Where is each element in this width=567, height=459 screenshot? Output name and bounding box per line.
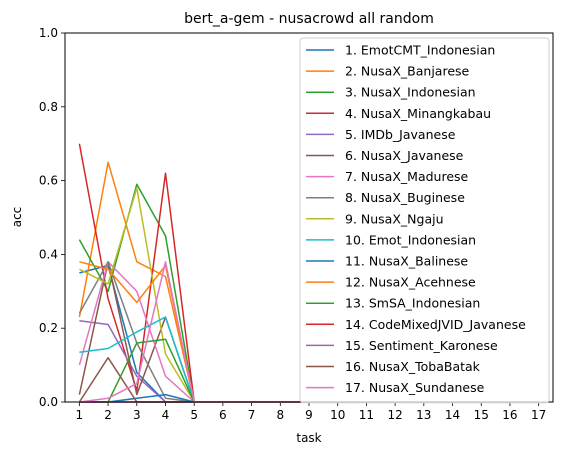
y-tick-label: 0.0 [39, 395, 58, 409]
y-tick-label: 0.6 [39, 174, 58, 188]
legend-entry-label: 14. CodeMixedJVID_Javanese [345, 317, 526, 332]
legend: 1. EmotCMT_Indonesian 2. NusaX_Banjarese 3… [299, 37, 550, 404]
y-tick-label: 0.2 [39, 321, 58, 335]
legend-entry-label: 4. NusaX_Minangkabau [345, 106, 491, 121]
x-tick-label: 7 [248, 408, 256, 422]
legend-entry-label: 2. NusaX_Banjarese [345, 64, 470, 79]
y-tick-label: 0.4 [39, 247, 58, 261]
legend-entry-label: 6. NusaX_Javanese [345, 148, 464, 163]
x-axis-label: task [296, 431, 321, 445]
legend-entry-label: 15. Sentiment_Karonese [345, 338, 498, 353]
y-tick-label: 0.8 [39, 100, 58, 114]
legend-entry-label: 13. SmSA_Indonesian [345, 296, 480, 311]
legend-entry-label: 10. Emot_Indonesian [345, 232, 476, 247]
legend-entry-label: 11. NusaX_Balinese [345, 254, 468, 269]
y-tick-label: 1.0 [39, 26, 58, 40]
x-tick-label: 5 [190, 408, 198, 422]
x-tick-label: 1 [76, 408, 84, 422]
x-tick-label: 11 [359, 408, 374, 422]
legend-entry-label: 17. NusaX_Sundanese [345, 380, 485, 395]
x-tick-label: 14 [445, 408, 460, 422]
x-tick-label: 9 [305, 408, 313, 422]
x-tick-label: 10 [330, 408, 345, 422]
legend-entry-label: 9. NusaX_Ngaju [345, 211, 444, 226]
x-tick-label: 3 [133, 408, 141, 422]
y-axis-label: acc [10, 207, 24, 228]
legend-entry-label: 8. NusaX_Buginese [345, 190, 465, 205]
legend-entry-label: 12. NusaX_Acehnese [345, 275, 476, 290]
x-tick-label: 16 [502, 408, 517, 422]
legend-entry-label: 16. NusaX_TobaBatak [345, 359, 481, 374]
legend-entry-label: 5. IMDb_Javanese [345, 127, 456, 142]
x-tick-label: 2 [104, 408, 112, 422]
chart-title: bert_a-gem - nusacrowd all random [184, 11, 434, 27]
legend-entry-label: 1. EmotCMT_Indonesian [345, 43, 495, 58]
x-tick-label: 8 [276, 408, 284, 422]
x-tick-label: 6 [219, 408, 227, 422]
x-tick-label: 13 [416, 408, 431, 422]
legend-entry-label: 3. NusaX_Indonesian [345, 85, 476, 100]
x-tick-label: 15 [474, 408, 489, 422]
legend-entry-label: 7. NusaX_Madurese [345, 169, 469, 184]
x-tick-label: 4 [162, 408, 170, 422]
legend-box [299, 37, 550, 404]
x-tick-label: 12 [387, 408, 402, 422]
x-tick-label: 17 [531, 408, 546, 422]
